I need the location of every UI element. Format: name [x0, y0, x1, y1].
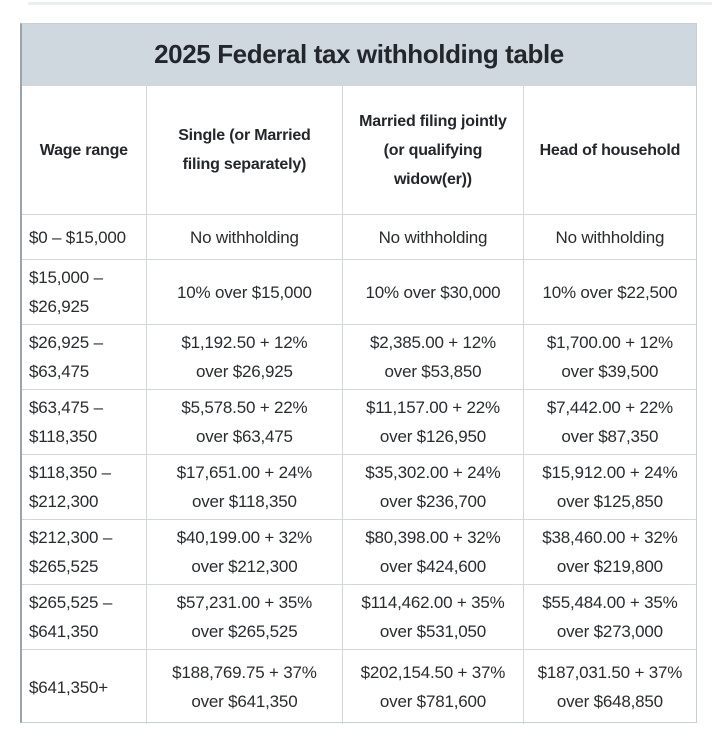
single-cell: $188,769.75 + 37% over $641,350 — [145, 650, 342, 724]
head-of-household-cell: $38,460.00 + 32% over $219,800 — [522, 520, 696, 584]
wage-range-cell: $0 – $15,000 — [29, 227, 126, 247]
wage-range-cell: $118,350 – $212,300 — [29, 463, 111, 511]
table-row: $641,350+ $188,769.75 + 37% over $641,35… — [22, 649, 696, 724]
married-jointly-cell: $11,157.00 + 22% over $126,950 — [342, 390, 523, 454]
married-jointly-cell: 10% over $30,000 — [342, 260, 523, 324]
header-row: Wage range Single (or Married filing sep… — [22, 86, 696, 214]
single-cell: $5,578.50 + 22% over $63,475 — [145, 390, 342, 454]
table-row: $63,475 – $118,350 $5,578.50 + 22% over … — [22, 389, 696, 454]
wage-range-cell: $212,300 – $265,525 — [29, 528, 113, 576]
wage-range-cell: $15,000 – $26,925 — [29, 268, 103, 316]
screenshot-edge-artifact — [28, 2, 712, 5]
wage-range-cell: $265,525 – $641,350 — [29, 593, 113, 641]
table-row: $26,925 – $63,475 $1,192.50 + 12% over $… — [22, 324, 696, 389]
table-title-bar: 2025 Federal tax withholding table — [22, 24, 696, 86]
married-jointly-cell: $114,462.00 + 35% over $531,050 — [342, 585, 523, 649]
header-cell-head-of-household: Head of household — [522, 86, 696, 214]
single-cell: No withholding — [145, 215, 342, 259]
header-cell-married-jointly: Married filing jointly (or qualifying wi… — [342, 86, 523, 214]
head-of-household-cell: $15,912.00 + 24% over $125,850 — [522, 455, 696, 519]
header-cell-wage-range: Wage range — [39, 141, 128, 159]
married-jointly-cell: $202,154.50 + 37% over $781,600 — [342, 650, 523, 724]
head-of-household-cell: $7,442.00 + 22% over $87,350 — [522, 390, 696, 454]
single-cell: $17,651.00 + 24% over $118,350 — [145, 455, 342, 519]
tax-withholding-table: 2025 Federal tax withholding table Wage … — [20, 23, 697, 724]
married-jointly-cell: No withholding — [342, 215, 523, 259]
single-cell: $57,231.00 + 35% over $265,525 — [145, 585, 342, 649]
header-cell-single: Single (or Married filing separately) — [145, 86, 342, 214]
table-row: $0 – $15,000 No withholding No withholdi… — [22, 214, 696, 259]
head-of-household-cell: $1,700.00 + 12% over $39,500 — [522, 325, 696, 389]
wage-range-cell: $26,925 – $63,475 — [29, 333, 103, 381]
head-of-household-cell: $187,031.50 + 37% over $648,850 — [522, 650, 696, 724]
single-cell: $1,192.50 + 12% over $26,925 — [145, 325, 342, 389]
single-cell: $40,199.00 + 32% over $212,300 — [145, 520, 342, 584]
wage-range-cell: $63,475 – $118,350 — [29, 398, 103, 446]
single-cell: 10% over $15,000 — [145, 260, 342, 324]
married-jointly-cell: $80,398.00 + 32% over $424,600 — [342, 520, 523, 584]
table-row: $118,350 – $212,300 $17,651.00 + 24% ove… — [22, 454, 696, 519]
wage-range-cell: $641,350+ — [29, 677, 109, 697]
married-jointly-cell: $2,385.00 + 12% over $53,850 — [342, 325, 523, 389]
table-title: 2025 Federal tax withholding table — [154, 39, 564, 69]
table-row: $265,525 – $641,350 $57,231.00 + 35% ove… — [22, 584, 696, 649]
table-row: $15,000 – $26,925 10% over $15,000 10% o… — [22, 259, 696, 324]
table-row: $212,300 – $265,525 $40,199.00 + 32% ove… — [22, 519, 696, 584]
head-of-household-cell: No withholding — [522, 215, 696, 259]
head-of-household-cell: 10% over $22,500 — [522, 260, 696, 324]
married-jointly-cell: $35,302.00 + 24% over $236,700 — [342, 455, 523, 519]
head-of-household-cell: $55,484.00 + 35% over $273,000 — [522, 585, 696, 649]
